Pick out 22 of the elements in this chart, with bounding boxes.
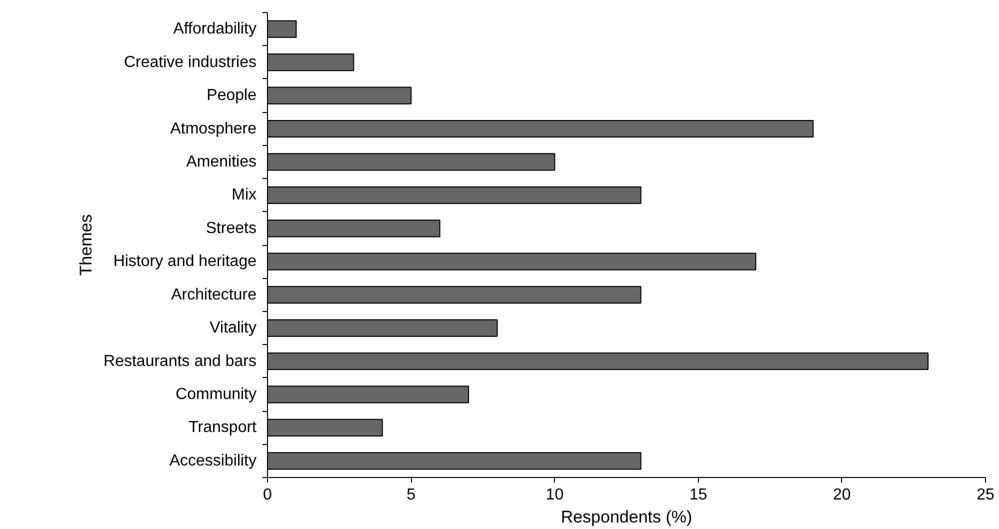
y-tick-label: Amenities <box>186 153 256 170</box>
y-tick-label: Architecture <box>171 286 257 304</box>
y-tick-label: People <box>206 87 257 104</box>
y-tick-label: Atmosphere <box>170 120 257 138</box>
y-tick-label: Creative industries <box>124 54 256 71</box>
y-axis-title: Themes <box>76 214 96 276</box>
y-tick-label: Restaurants and bars <box>104 352 257 370</box>
y-tick-label: Accessibility <box>169 452 257 470</box>
y-tick-label: Transport <box>188 419 258 436</box>
x-tick-label: 5 <box>406 486 416 504</box>
y-tick-label: Affordability <box>173 20 257 38</box>
y-tick-label: Mix <box>232 186 257 204</box>
x-tick-label: 25 <box>976 486 994 504</box>
y-tick-label: Vitality <box>210 320 257 337</box>
x-tick-label: 20 <box>833 486 851 504</box>
x-tick-label: 10 <box>546 486 564 504</box>
x-tick-label: 0 <box>263 486 272 504</box>
y-tick-label: Community <box>176 386 256 403</box>
x-axis-title: Respondents (%) <box>560 508 692 526</box>
y-tick-label: Streets <box>206 220 256 237</box>
y-tick-label: History and heritage <box>113 253 257 270</box>
x-tick-label: 15 <box>689 486 708 504</box>
